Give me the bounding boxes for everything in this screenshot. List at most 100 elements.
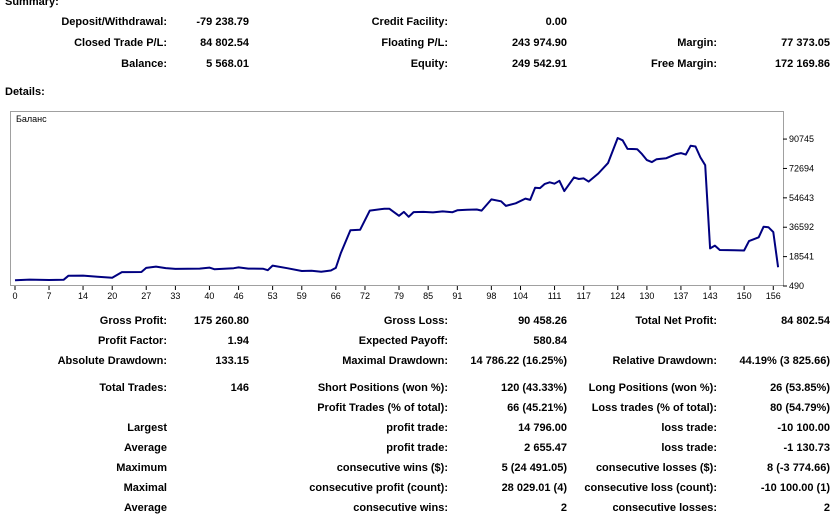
maximal-consecutive-loss-value: -10 100.00 (1) [760, 482, 830, 494]
details-heading: Details: [5, 86, 45, 98]
largest-loss-value: -10 100.00 [777, 422, 830, 434]
x-tick-label: 117 [577, 291, 591, 301]
balance-chart-frame [10, 111, 784, 286]
x-tick-label: 72 [360, 291, 370, 301]
y-tick-label: 90745 [789, 134, 814, 144]
x-tick-label: 27 [141, 291, 151, 301]
deposit-label: Deposit/Withdrawal: [61, 16, 167, 28]
expected-payoff-label: Expected Payoff: [358, 335, 448, 347]
closed-pl-value: 84 802.54 [200, 37, 249, 49]
profit-factor-label: Profit Factor: [97, 335, 167, 347]
balance-label: Balance: [121, 58, 167, 70]
summary-heading: Summary: [5, 0, 59, 8]
short-positions-value: 120 (43.33%) [500, 382, 567, 394]
chart-series-label: Баланс [16, 114, 47, 124]
avg-consecutive-losses-value: 2 [823, 502, 830, 514]
largest-profit-label: profit trade: [386, 422, 448, 434]
margin-value: 77 373.05 [781, 37, 830, 49]
y-tick-label: 36592 [789, 222, 814, 232]
largest-profit-value: 14 796.00 [518, 422, 567, 434]
max-consecutive-losses-value: 8 (-3 774.66) [767, 462, 830, 474]
x-tick-label: 91 [452, 291, 462, 301]
maximal-drawdown-label: Maximal Drawdown: [342, 355, 448, 367]
largest-loss-label: loss trade: [661, 422, 717, 434]
total-net-profit-value: 84 802.54 [781, 315, 830, 327]
absolute-drawdown-label: Absolute Drawdown: [57, 355, 167, 367]
profit-factor-value: 1.94 [227, 335, 249, 347]
y-tick-label: 72694 [789, 163, 814, 173]
balance-chart: 90745 72694 54643 36592 18541 490 0 7 14 20 27 33 4… [12, 134, 814, 301]
loss-trades-value: 80 (54.79%) [770, 402, 830, 414]
free-margin-label: Free Margin: [650, 58, 717, 70]
x-tick-label: 66 [331, 291, 341, 301]
x-tick-label: 150 [737, 291, 752, 301]
max-consecutive-losses-label: consecutive losses ($): [595, 462, 717, 474]
x-tick-label: 0 [12, 291, 17, 301]
x-tick-label: 104 [513, 291, 528, 301]
y-tick-label: 18541 [789, 252, 814, 262]
x-tick-label: 20 [107, 291, 117, 301]
y-tick-label: 490 [789, 281, 804, 291]
free-margin-value: 172 169.86 [774, 58, 830, 70]
credit-label: Credit Facility: [371, 16, 448, 28]
gross-loss-label: Gross Loss: [383, 315, 448, 327]
x-tick-label: 98 [486, 291, 496, 301]
x-tick-label: 156 [766, 291, 781, 301]
average-loss-value: -1 130.73 [783, 442, 830, 454]
avg-consecutive-losses-label: consecutive losses: [612, 502, 717, 514]
x-tick-label: 7 [47, 291, 52, 301]
largest-label: Largest [127, 422, 167, 434]
x-tick-label: 53 [268, 291, 278, 301]
equity-value: 249 542.91 [511, 58, 567, 70]
x-tick-label: 79 [394, 291, 404, 301]
avg-consecutive-wins-label: consecutive wins: [353, 502, 448, 514]
maximum-label: Maximum [116, 462, 167, 474]
x-tick-label: 46 [234, 291, 244, 301]
max-consecutive-wins-label: consecutive wins ($): [336, 462, 448, 474]
margin-label: Margin: [677, 37, 717, 49]
relative-drawdown-value: 44.19% (3 825.66) [739, 355, 830, 367]
gross-profit-label: Gross Profit: [99, 315, 167, 327]
x-tick-label: 33 [170, 291, 180, 301]
short-positions-label: Short Positions (won %): [317, 382, 448, 394]
x-tick-label: 111 [548, 291, 562, 301]
avg-consecutive-wins-value: 2 [560, 502, 567, 514]
x-tick-label: 130 [639, 291, 654, 301]
closed-pl-label: Closed Trade P/L: [74, 37, 167, 49]
floating-pl-label: Floating P/L: [381, 37, 448, 49]
maximal-consecutive-loss-label: consecutive loss (count): [584, 482, 717, 494]
total-net-profit-label: Total Net Profit: [635, 315, 717, 327]
long-positions-label: Long Positions (won %): [588, 382, 717, 394]
long-positions-value: 26 (53.85%) [770, 382, 830, 394]
equity-label: Equity: [410, 58, 448, 70]
profit-trades-label: Profit Trades (% of total): [317, 402, 448, 414]
loss-trades-label: Loss trades (% of total): [591, 402, 717, 414]
x-tick-label: 137 [673, 291, 688, 301]
maximal-consecutive-profit-value: 28 029.01 (4) [501, 482, 567, 494]
deposit-value: -79 238.79 [196, 16, 249, 28]
average-label: Average [123, 442, 167, 454]
y-tick-label: 54643 [789, 193, 814, 203]
average-profit-label: profit trade: [386, 442, 448, 454]
x-tick-label: 124 [610, 291, 625, 301]
maximal-label: Maximal [123, 482, 167, 494]
x-tick-label: 59 [297, 291, 307, 301]
x-tick-label: 14 [78, 291, 88, 301]
balance-value: 5 568.01 [206, 58, 249, 70]
floating-pl-value: 243 974.90 [511, 37, 567, 49]
credit-value: 0.00 [545, 16, 567, 28]
maximal-consecutive-profit-label: consecutive profit (count): [309, 482, 448, 494]
total-trades-value: 146 [230, 382, 249, 394]
expected-payoff-value: 580.84 [533, 335, 567, 347]
x-tick-label: 143 [703, 291, 718, 301]
average-profit-value: 2 655.47 [524, 442, 567, 454]
total-trades-label: Total Trades: [99, 382, 167, 394]
gross-loss-value: 90 458.26 [518, 315, 567, 327]
relative-drawdown-label: Relative Drawdown: [612, 355, 717, 367]
x-tick-label: 85 [423, 291, 433, 301]
average-2-label: Average [123, 502, 167, 514]
profit-trades-value: 66 (45.21%) [507, 402, 567, 414]
maximal-drawdown-value: 14 786.22 (16.25%) [470, 355, 567, 367]
balance-series-line [14, 137, 780, 282]
max-consecutive-wins-value: 5 (24 491.05) [501, 462, 567, 474]
